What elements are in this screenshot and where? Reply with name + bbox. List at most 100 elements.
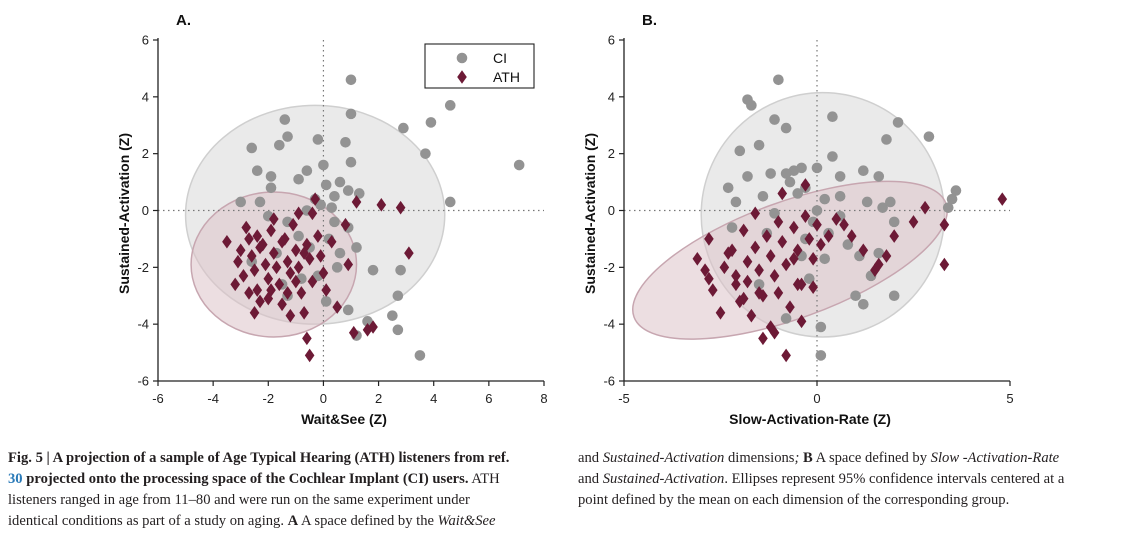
data-point-ci <box>345 108 357 120</box>
data-point-ath <box>291 274 301 289</box>
data-point-ath <box>765 320 776 334</box>
data-point-ci <box>320 179 332 191</box>
data-point-ath <box>351 195 362 209</box>
data-point-ci <box>722 182 734 194</box>
y-tick-label: 0 <box>608 203 615 218</box>
data-point-ci <box>387 310 398 321</box>
data-point-ath <box>343 257 354 272</box>
x-tick-label: -2 <box>263 391 275 406</box>
data-point-ci <box>425 117 437 128</box>
data-point-ath <box>707 283 718 297</box>
caption-text: ATH <box>468 471 500 487</box>
data-point-ath <box>777 186 788 201</box>
x-tick-label: 0 <box>320 391 327 406</box>
y-tick-label: -4 <box>137 317 149 332</box>
data-point-ath <box>263 291 274 306</box>
data-point-ath <box>750 240 761 255</box>
y-tick-label: -2 <box>137 260 149 275</box>
figure: A. -6 -4 -2 0 2 4 6 8 -6 -4 -2 0 2 4 6 Wait&See (Z) Susta… <box>116 12 1014 427</box>
data-point-ath <box>304 348 315 363</box>
y-axis-title: Sustained-Activation (Z) <box>116 133 132 294</box>
data-point-ci <box>398 122 409 134</box>
data-point-ci <box>792 188 803 199</box>
data-point-ath <box>235 243 246 258</box>
legend-label: CI <box>493 50 507 66</box>
data-point-ath <box>792 243 803 258</box>
x-tick-label: 2 <box>375 391 382 406</box>
data-point-ci <box>312 134 324 145</box>
data-point-ath <box>773 215 784 229</box>
data-point-ath <box>754 263 764 277</box>
data-point-ath <box>858 243 869 258</box>
data-point-ci <box>329 190 340 202</box>
data-point-ath <box>750 206 761 221</box>
x-tick-label: 5 <box>1006 391 1013 406</box>
data-point-ath <box>230 277 240 292</box>
caption-line: and Sustained-Activation dimensions; B A… <box>578 448 1126 469</box>
data-point-ath <box>282 286 293 300</box>
data-point-ath <box>704 232 714 246</box>
data-point-ath <box>291 243 301 258</box>
data-point-ci <box>301 165 313 177</box>
data-point-ath <box>746 308 757 323</box>
data-point-ath <box>277 234 287 249</box>
caption-text: . Ellipses represent 95% confidence inte… <box>724 471 1065 487</box>
legend-swatch-ci <box>456 52 468 64</box>
data-point-ath <box>299 246 309 260</box>
y-tick-label: -6 <box>137 374 149 389</box>
x-tick-label: -6 <box>152 391 164 406</box>
data-point-ath <box>340 217 351 232</box>
data-point-ath <box>260 257 271 272</box>
data-point-ci <box>765 168 776 179</box>
data-point-ath <box>758 331 768 346</box>
caption-line: 30 projected onto the processing space o… <box>8 469 564 490</box>
legend-item-ci: CI <box>456 50 507 66</box>
caption-text: Slow -Activation-Rate <box>930 450 1060 466</box>
series-ci <box>235 74 525 361</box>
legend: CI ATH <box>424 43 535 89</box>
data-point-ath <box>939 257 950 272</box>
data-point-ci <box>734 145 746 157</box>
data-point-ci <box>769 114 780 125</box>
y-tick-label: -6 <box>603 374 615 389</box>
data-point-ci <box>279 114 291 125</box>
data-point-ath <box>222 234 232 249</box>
data-point-ath <box>738 223 749 238</box>
data-point-ath <box>796 314 807 329</box>
reference-link[interactable]: 30 <box>8 471 23 487</box>
caption-text: and <box>578 450 603 466</box>
data-point-ath <box>310 192 320 206</box>
x-tick-label: 6 <box>485 391 492 406</box>
y-tick-label: 2 <box>142 146 149 161</box>
data-point-ath <box>252 283 263 297</box>
data-point-ath <box>781 348 791 363</box>
data-point-ath <box>742 254 753 269</box>
data-point-ath <box>246 249 257 263</box>
x-tick-label: -5 <box>618 391 630 406</box>
data-point-ath <box>769 269 780 283</box>
data-point-ci <box>395 264 406 276</box>
y-tick-label: 6 <box>142 33 149 48</box>
data-point-ci <box>885 196 896 208</box>
series-ath <box>692 178 1008 363</box>
data-point-ath <box>321 283 331 297</box>
data-point-ath <box>731 269 741 283</box>
data-point-ci <box>282 131 293 142</box>
data-point-ci <box>334 176 346 188</box>
data-point-ath <box>263 271 274 286</box>
data-point-ath <box>395 200 406 215</box>
data-point-ci <box>780 313 792 324</box>
data-point-ci <box>942 202 954 213</box>
data-point-ath <box>873 257 884 272</box>
data-point-ci <box>293 173 304 185</box>
data-point-ci <box>254 196 266 208</box>
data-point-ath <box>296 286 307 300</box>
data-point-ci <box>815 350 827 361</box>
data-point-ath <box>789 220 799 235</box>
data-point-ath <box>288 217 298 232</box>
data-point-ci <box>265 171 277 182</box>
legend-swatch-ath <box>457 70 467 84</box>
data-point-ath <box>244 232 254 246</box>
y-tick-label: 0 <box>142 203 149 218</box>
caption-line: Fig. 5 | A projection of a sample of Age… <box>8 448 564 469</box>
